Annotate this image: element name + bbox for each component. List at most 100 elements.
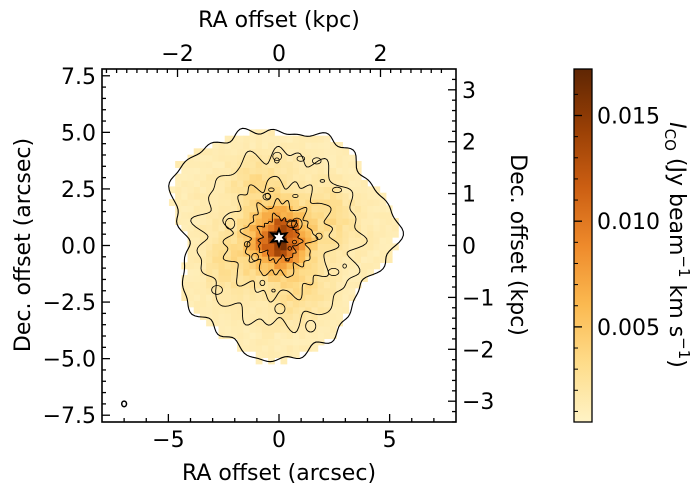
emission-cell [286,344,294,352]
emission-cell [243,186,251,194]
emission-cell [224,154,232,162]
emission-cell [348,173,356,181]
emission-cell [299,180,306,187]
emission-cell [249,281,257,289]
emission-cell [237,199,244,206]
emission-cell [342,237,350,244]
emission-cell [292,294,300,302]
emission-cell [218,180,226,187]
emission-cell [218,192,226,200]
emission-cell [330,306,337,314]
emission-cell [268,167,275,175]
emission-cell [187,224,195,232]
emission-cell [336,256,344,263]
emission-cell [261,135,269,143]
emission-cell [187,180,195,187]
emission-cell [268,306,275,314]
emission-cell [218,249,226,257]
emission-cell [212,148,220,156]
emission-cell [286,281,294,289]
emission-cell [206,262,213,270]
emission-cell [206,186,213,194]
emission-cell [342,218,350,225]
emission-cell [212,205,220,213]
right-y-tick-label: 3 [462,79,476,104]
emission-cell [292,243,300,251]
emission-cell [342,300,350,308]
emission-cell [243,142,251,149]
colorbar-gradient [573,68,593,423]
emission-cell [280,205,288,213]
emission-cell [317,173,325,181]
emission-cell [224,332,232,340]
emission-cell [280,325,288,333]
emission-cell [274,294,282,302]
emission-cell [243,173,251,181]
emission-cell [268,344,275,352]
emission-cell [342,173,350,181]
emission-cell [342,211,350,219]
emission-cell [361,211,368,219]
emission-cell [330,243,337,251]
emission-cell [175,186,182,194]
emission-cell [261,325,269,333]
emission-cell [274,199,282,206]
emission-cell [199,300,207,308]
emission-cell [193,237,201,244]
x-axis-label: RA offset (arcsec) [182,461,376,486]
emission-cell [255,218,263,225]
emission-cell [292,224,300,232]
emission-cell [323,287,331,295]
emission-cell [187,199,195,206]
emission-cell [299,338,306,346]
emission-cell [299,319,306,327]
emission-cell [199,275,207,283]
emission-cell [199,173,207,181]
emission-cell [206,205,213,213]
emission-cell [237,211,244,219]
emission-cell [268,129,275,137]
emission-cell [274,262,282,270]
emission-cell [261,173,269,181]
emission-cell [230,237,238,244]
emission-cell [243,268,251,276]
emission-cell [237,243,244,251]
emission-cell [311,275,319,283]
contour-line [256,212,304,264]
emission-cell [299,218,306,225]
emission-cell [261,344,269,352]
emission-cell [224,230,232,238]
emission-cell [330,173,337,181]
emission-cell [224,161,232,168]
emission-cell [212,218,220,225]
emission-cell [361,205,368,213]
emission-cell [249,275,257,283]
emission-cell [268,338,275,346]
contour-island [287,246,292,251]
emission-cell [305,268,313,276]
emission-cell [317,325,325,333]
emission-cell [385,230,393,238]
emission-cell [317,186,325,194]
emission-cell [311,281,319,289]
emission-cell [305,218,313,225]
emission-cell [367,268,374,276]
emission-cell [336,249,344,257]
emission-cell [249,211,257,219]
emission-cell [249,142,257,149]
emission-cell [243,237,251,244]
emission-cell [286,268,294,276]
emission-cell [268,319,275,327]
emission-cell [292,199,300,206]
emission-cell [193,294,201,302]
emission-cell [361,186,368,194]
emission-cell [317,211,325,219]
emission-cell [330,142,337,149]
emission-cell [330,192,337,200]
emission-cell [274,351,282,359]
emission-cell [199,199,207,206]
emission-cell [367,237,374,244]
emission-cell [193,287,201,295]
emission-cell [243,344,251,352]
emission-cell [280,224,288,232]
